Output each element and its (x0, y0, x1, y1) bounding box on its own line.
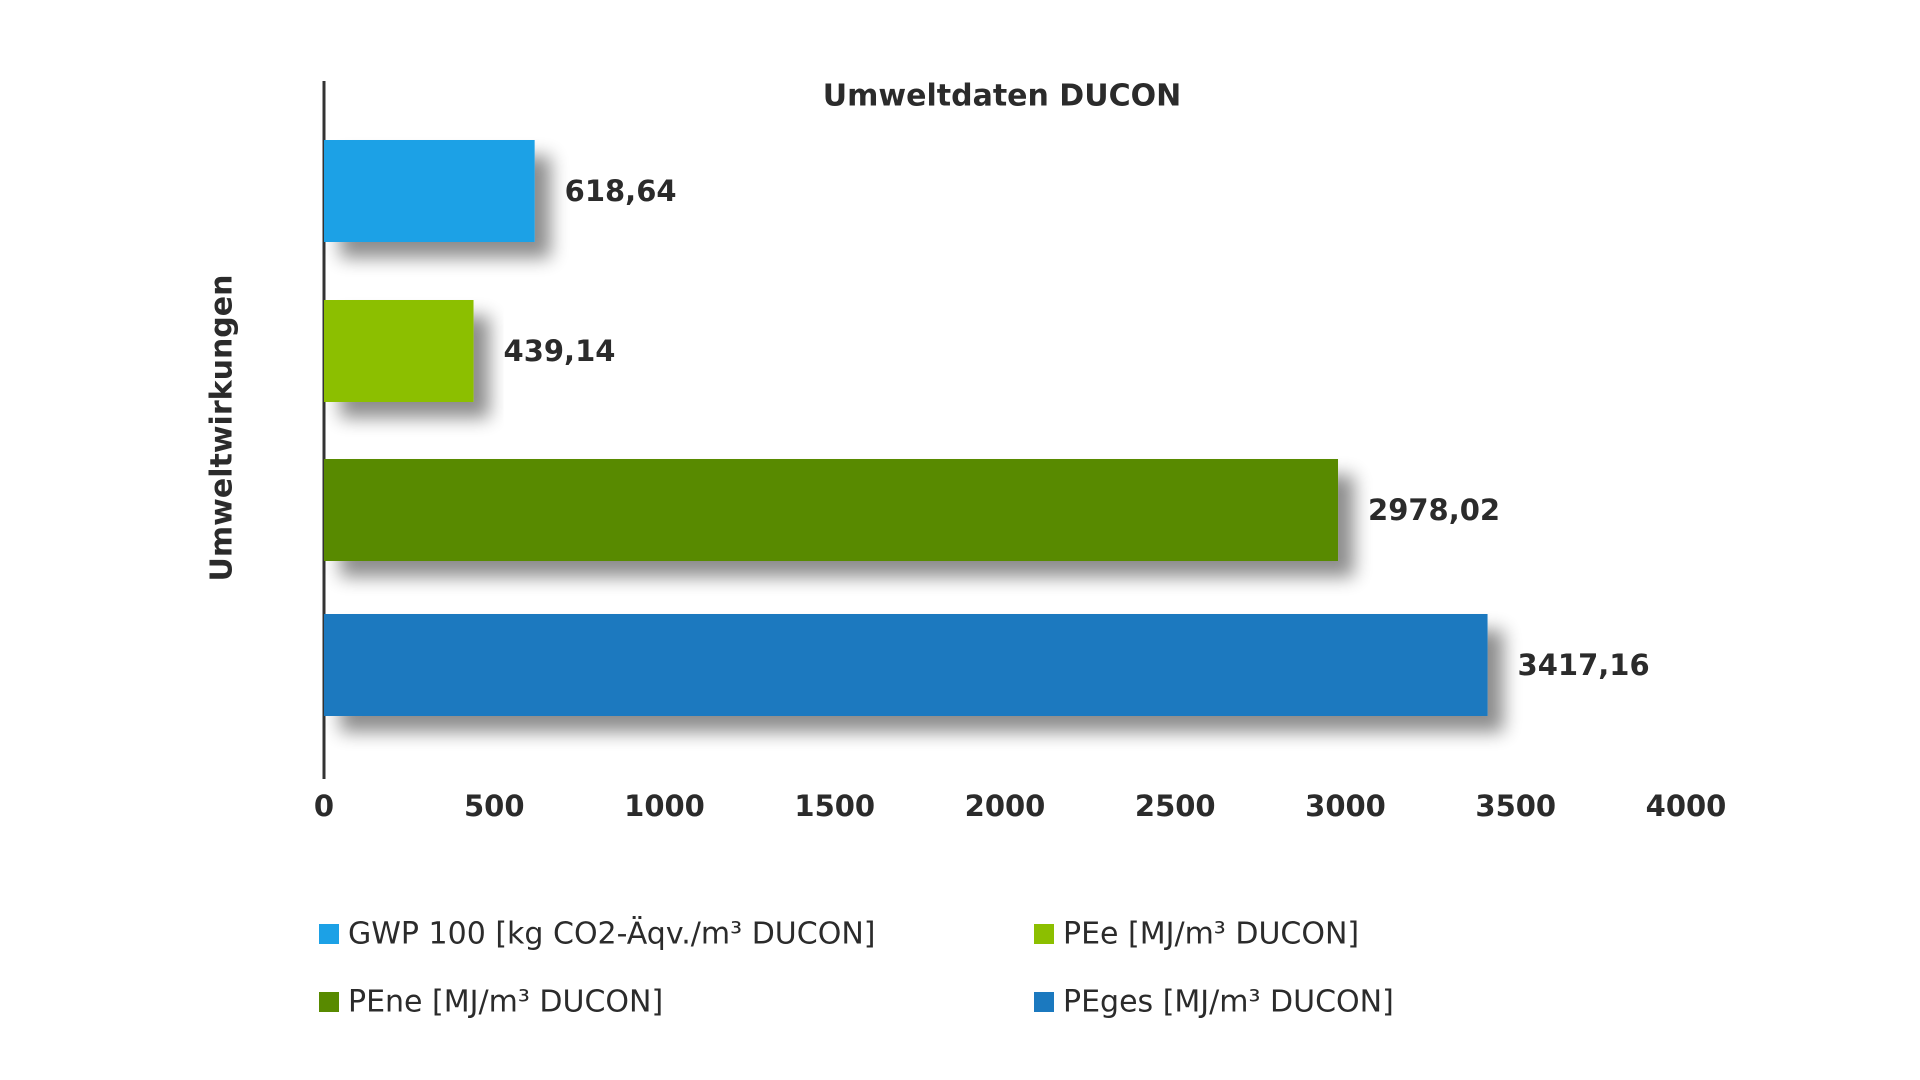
x-tick-label: 2500 (1135, 789, 1216, 823)
x-tick-label: 1000 (624, 789, 705, 823)
value-label: 618,64 (565, 174, 677, 208)
bar (324, 459, 1339, 561)
chart-title: Umweltdaten DUCON (823, 79, 1181, 114)
y-axis-label: Umweltwirkungen (205, 275, 240, 582)
x-tick-label: 3000 (1305, 789, 1386, 823)
legend-swatch (319, 924, 339, 944)
value-label: 3417,16 (1518, 648, 1650, 682)
x-tick-label: 500 (464, 789, 525, 823)
x-tick-label: 4000 (1646, 789, 1727, 823)
legend-swatch (1034, 924, 1054, 944)
x-tick-label: 2000 (965, 789, 1046, 823)
value-label: 439,14 (504, 334, 616, 368)
value-label: 2978,02 (1368, 493, 1500, 527)
legend-label: PEe [MJ/m³ DUCON] (1063, 917, 1359, 952)
legend-swatch (319, 992, 339, 1012)
x-tick-label: 3500 (1475, 789, 1556, 823)
legend-swatch (1034, 992, 1054, 1012)
bar (324, 140, 535, 242)
bar (324, 614, 1488, 716)
x-tick-label: 0 (314, 789, 334, 823)
bar (324, 300, 474, 402)
legend-label: GWP 100 [kg CO2-Äqv./m³ DUCON] (348, 916, 875, 952)
x-tick-label: 1500 (794, 789, 875, 823)
legend-label: PEges [MJ/m³ DUCON] (1063, 985, 1394, 1020)
legend-label: PEne [MJ/m³ DUCON] (348, 985, 663, 1020)
